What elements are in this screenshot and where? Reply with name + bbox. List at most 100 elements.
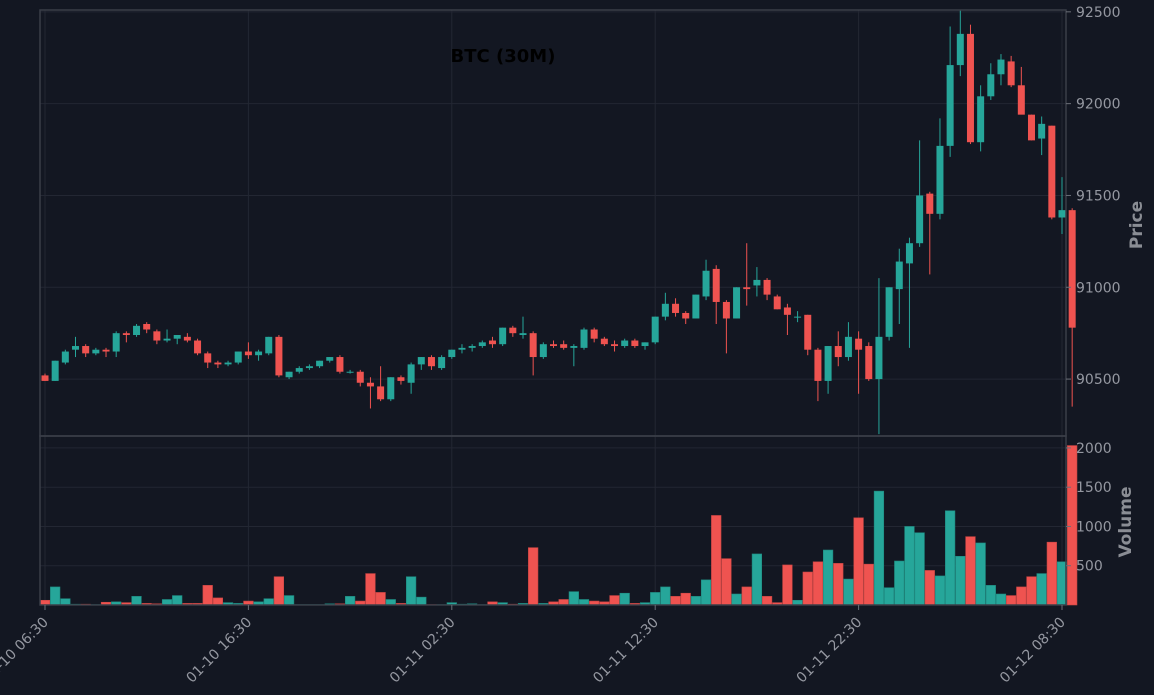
candle-body xyxy=(1058,210,1066,218)
candle-body xyxy=(387,377,395,400)
candle-body xyxy=(641,342,649,347)
volume-bar xyxy=(202,585,213,606)
candle-body xyxy=(407,364,415,383)
candle-body xyxy=(194,340,202,354)
price-tick-label: 91000 xyxy=(1076,280,1121,296)
candle-body xyxy=(692,294,700,319)
candle-body xyxy=(712,268,720,302)
candle-body xyxy=(529,333,537,358)
candle-body xyxy=(82,346,90,354)
volume-bar xyxy=(904,526,915,606)
candle-body xyxy=(550,344,557,347)
candle-body xyxy=(753,279,761,286)
volume-bar xyxy=(660,586,671,606)
volume-bar xyxy=(945,510,956,606)
volume-bar xyxy=(1016,586,1027,606)
candle-body xyxy=(814,349,822,381)
candle-body xyxy=(661,303,669,317)
candle-body xyxy=(682,312,690,319)
candle-body xyxy=(743,287,751,290)
candle-body xyxy=(183,336,191,341)
candle-body xyxy=(61,351,69,363)
candle-body xyxy=(651,316,659,343)
candle-body xyxy=(316,360,324,367)
candle-body xyxy=(438,357,446,369)
volume-bar xyxy=(1067,445,1078,606)
volume-bar xyxy=(131,596,142,606)
candle-body xyxy=(977,96,985,143)
candle-body xyxy=(1038,123,1046,139)
candle-body xyxy=(234,351,242,363)
candle-body xyxy=(356,371,364,383)
candle-body xyxy=(377,386,385,400)
candle-body xyxy=(427,357,435,367)
candle-body xyxy=(794,316,802,318)
volume-bar xyxy=(802,571,813,606)
candle-body xyxy=(1017,85,1025,115)
volume-bar xyxy=(1026,576,1037,606)
volume-bar xyxy=(884,587,895,606)
candle-body xyxy=(244,351,252,356)
candle-body xyxy=(458,347,466,350)
volume-bar xyxy=(650,592,661,606)
volume-bar xyxy=(975,542,986,606)
volume-bar xyxy=(843,578,854,606)
volume-bar xyxy=(853,517,864,606)
candle-body xyxy=(1007,61,1015,86)
volume-bar xyxy=(934,575,946,606)
volume-bar xyxy=(914,532,925,606)
volume-bar xyxy=(894,560,905,606)
candle-body xyxy=(417,357,425,365)
candle-body xyxy=(824,346,832,381)
candle-body xyxy=(305,366,313,369)
chart-title: BTC (30M) xyxy=(451,46,556,67)
candle-body xyxy=(41,375,49,381)
volume-bar xyxy=(741,586,752,606)
candle-body xyxy=(51,360,59,381)
candle-body xyxy=(468,346,476,348)
volume-bar xyxy=(385,599,396,606)
volume-bar xyxy=(416,596,427,606)
volume-bar xyxy=(60,598,71,606)
volume-bar xyxy=(1046,541,1057,606)
candle-body xyxy=(275,336,283,376)
volume-bar xyxy=(670,596,681,606)
candle-body xyxy=(204,353,212,363)
candle-body xyxy=(621,340,629,347)
candle-body xyxy=(255,351,263,356)
candle-body xyxy=(448,349,456,358)
candle-body xyxy=(336,357,344,372)
volume-bar xyxy=(761,596,773,606)
price-tick-label: 92000 xyxy=(1076,97,1121,113)
candle-body xyxy=(916,195,924,244)
candle-body xyxy=(366,382,374,387)
candle-body xyxy=(72,346,80,350)
candle-body xyxy=(895,261,903,290)
candle-body xyxy=(773,296,781,310)
volume-bar xyxy=(273,576,285,606)
price-axis-label: Price xyxy=(1127,201,1147,249)
volume-bar xyxy=(172,595,183,606)
volume-bar xyxy=(568,591,579,606)
candle-body xyxy=(509,327,517,334)
candle-body xyxy=(122,333,130,336)
candle-body xyxy=(956,33,964,66)
candle-body xyxy=(987,74,995,97)
volume-bar xyxy=(365,573,376,606)
candle-body xyxy=(997,59,1005,75)
candle-body xyxy=(865,346,873,380)
volume-bar xyxy=(578,599,590,606)
candle-body xyxy=(499,327,507,345)
candle-body xyxy=(936,145,944,214)
candle-body xyxy=(265,336,273,354)
candle-body xyxy=(733,287,741,319)
volume-bar xyxy=(833,563,844,606)
volume-bar xyxy=(812,561,824,606)
volume-bar xyxy=(1006,595,1017,606)
volume-bar xyxy=(161,599,173,606)
volume-bar xyxy=(212,597,223,606)
candle-body xyxy=(834,346,842,358)
volume-bar xyxy=(406,576,417,606)
volume-bar xyxy=(721,558,732,606)
